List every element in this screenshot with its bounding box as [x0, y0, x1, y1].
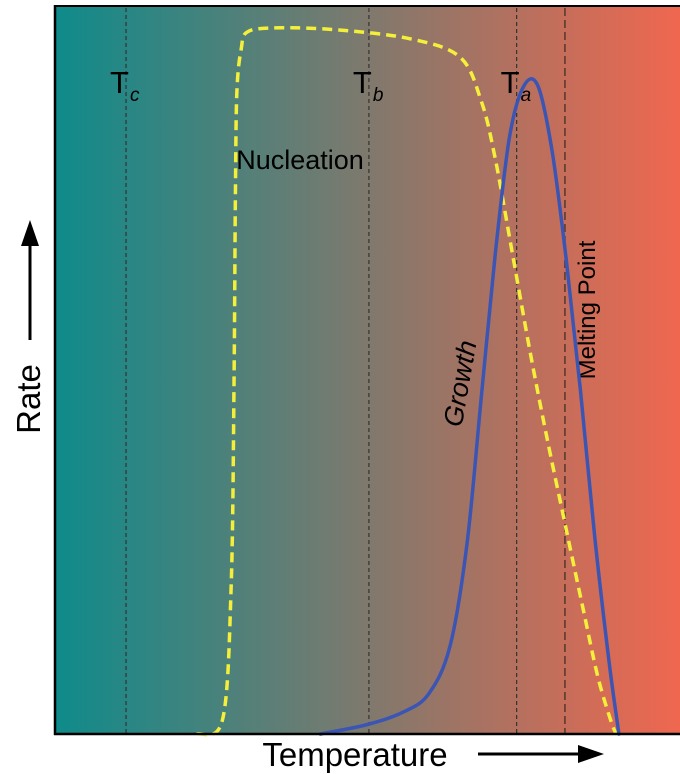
- plot-background: [55, 6, 680, 734]
- x-axis-label: Temperature: [262, 736, 447, 773]
- series-group: [196, 26, 621, 737]
- y-axis-arrow: [21, 220, 39, 340]
- x-axis-arrow: [478, 745, 604, 763]
- series-line-growth: [318, 77, 621, 736]
- series-line-nucleation: [196, 26, 618, 737]
- series-label-nucleation: Nucleation: [236, 145, 364, 175]
- y-axis-label: Rate: [10, 364, 47, 434]
